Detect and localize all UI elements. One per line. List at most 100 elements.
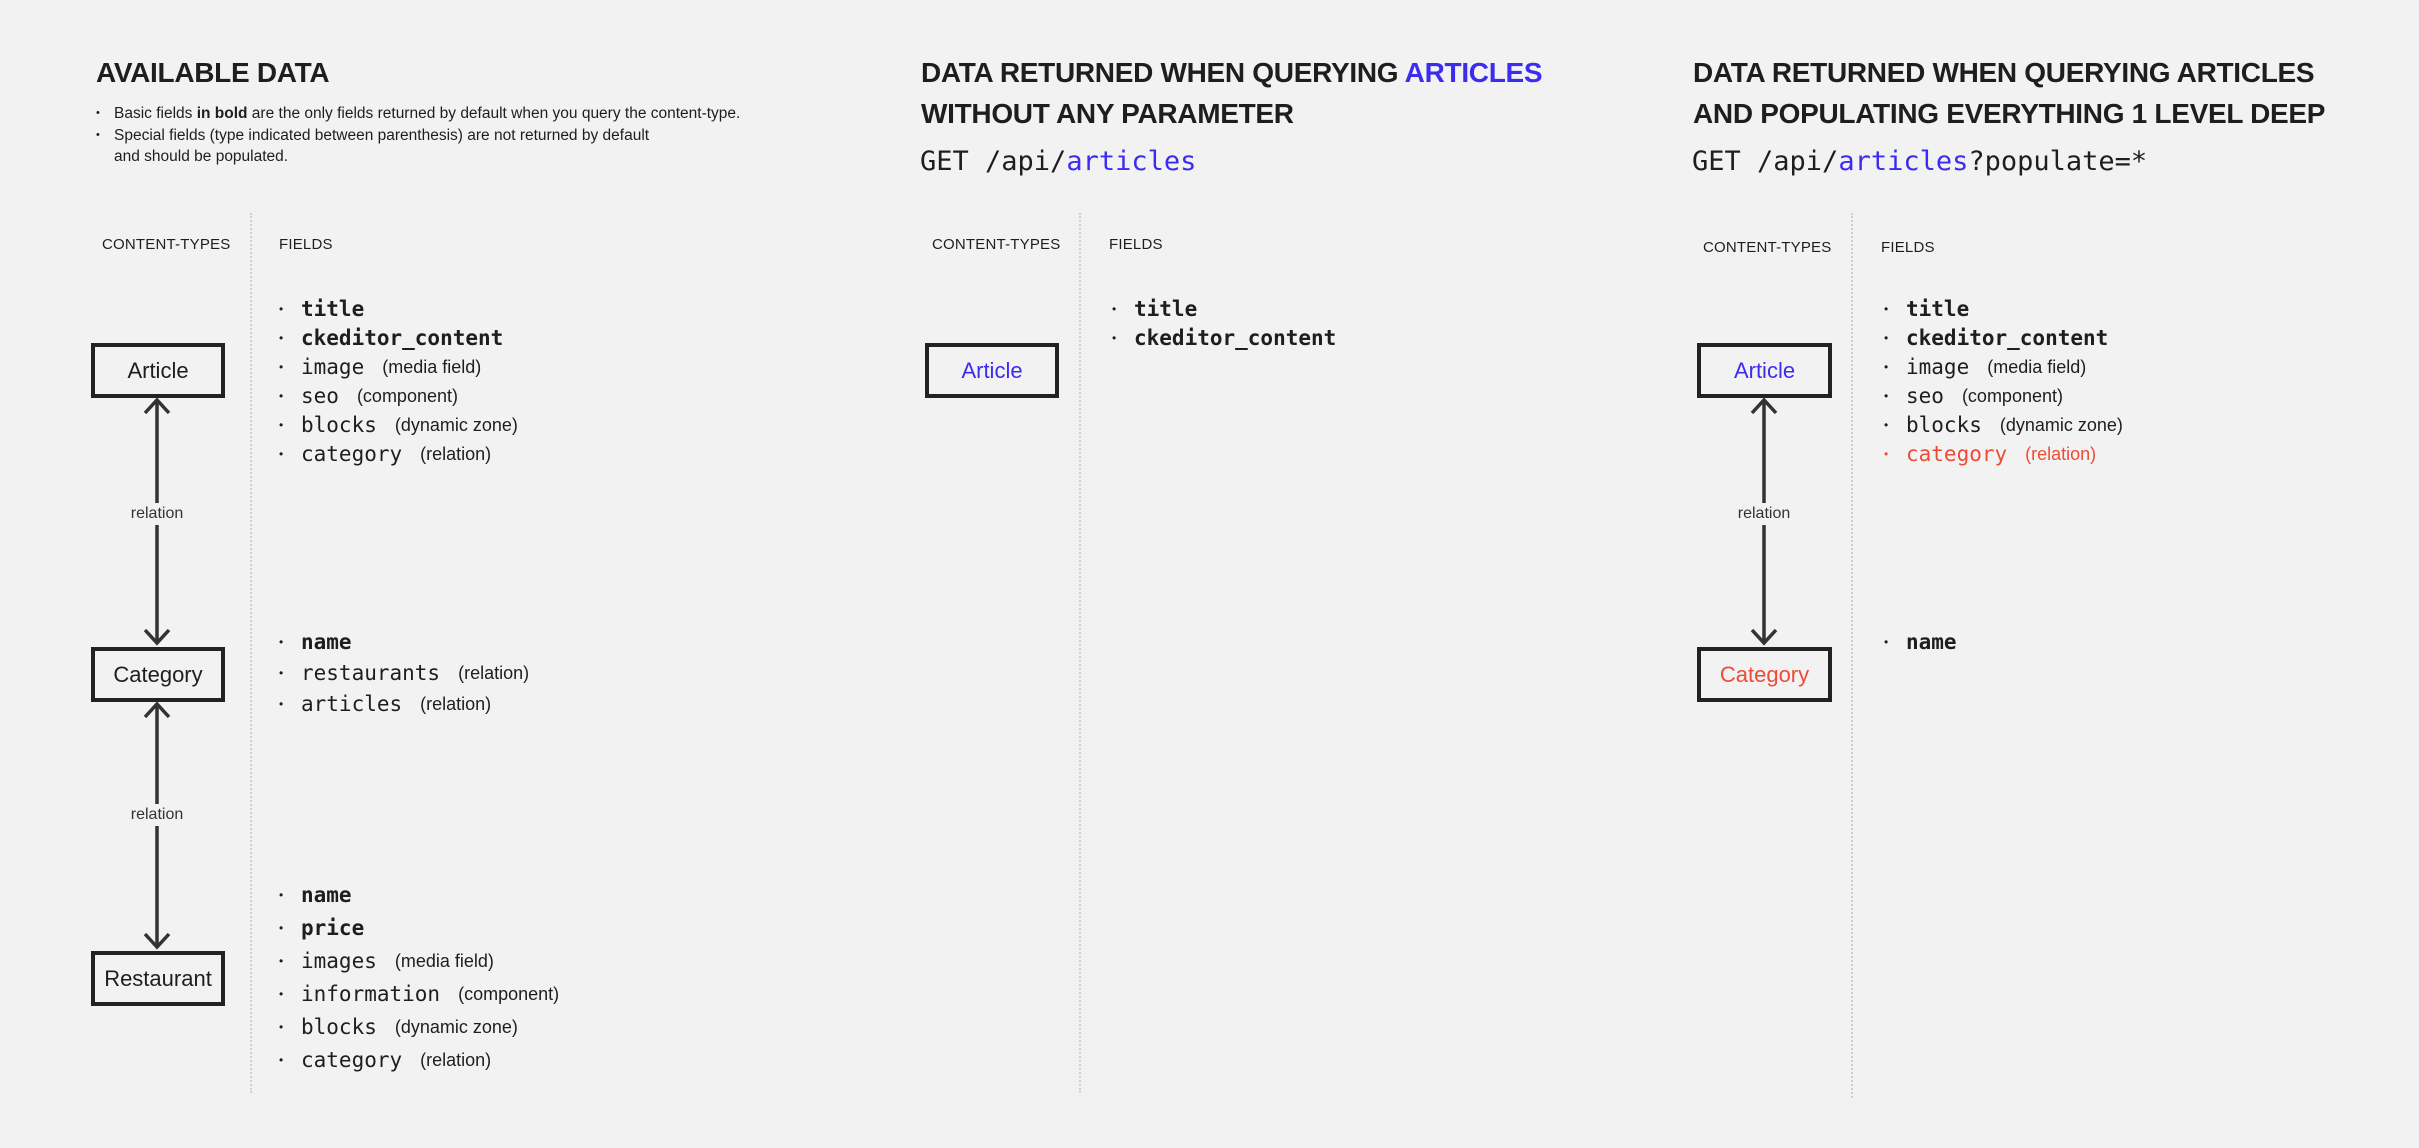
note-special-fields: Special fields (type indicated between p… [96, 125, 740, 168]
field-type: (component) [1961, 386, 2063, 406]
bullet-icon: • [279, 389, 284, 403]
title-text: DATA RETURNED WHEN QUERYING ARTICLES [1693, 57, 2315, 88]
query-populate-title: DATA RETURNED WHEN QUERYING ARTICLES AND… [1693, 52, 2325, 134]
relation-label: relation [130, 804, 184, 826]
field-type: (relation) [420, 1050, 492, 1070]
field-name: title [1906, 297, 1970, 321]
column-divider [250, 213, 252, 1093]
field-item: • articles (relation) [279, 689, 529, 720]
field-name: restaurants [301, 661, 441, 685]
field-item: • image (media field) [279, 353, 518, 382]
title-text: DATA RETURNED WHEN QUERYING [921, 57, 1405, 88]
field-item: • category (relation) [279, 1044, 559, 1077]
field-type: (dynamic zone) [394, 415, 518, 435]
note-text: Basic fields [114, 105, 197, 122]
content-type-category: Category [91, 647, 225, 702]
field-type: (relation) [420, 694, 492, 714]
field-name: title [301, 297, 365, 321]
field-name: category [301, 442, 403, 466]
column-divider [1079, 213, 1081, 1093]
field-name: category [301, 1048, 403, 1072]
field-name: information [301, 982, 441, 1006]
field-item: • ckeditor_content [1884, 324, 2123, 353]
field-item: • seo (component) [1884, 382, 2123, 411]
bullet-icon: • [279, 302, 284, 316]
title-text: AND POPULATING EVERYTHING 1 LEVEL DEEP [1693, 98, 2326, 129]
bullet-icon: • [1884, 635, 1889, 649]
field-item: • restaurants (relation) [279, 658, 529, 689]
title-text: WITHOUT ANY PARAMETER [921, 98, 1294, 129]
url-query: ?populate=* [1968, 146, 2148, 177]
field-item: • image (media field) [1884, 353, 2123, 382]
bullet-icon: • [279, 1020, 284, 1034]
legend-notes: Basic fields in bold are the only fields… [96, 103, 740, 168]
field-item: • blocks (dynamic zone) [1884, 411, 2123, 440]
field-type: (media field) [1987, 357, 2087, 377]
field-name: title [1134, 297, 1198, 321]
field-item: • images (media field) [279, 945, 559, 978]
field-name: name [1906, 630, 1957, 654]
field-item: • title [279, 295, 518, 324]
field-name: images [301, 949, 377, 973]
bullet-icon: • [1112, 302, 1117, 316]
field-name: ckeditor_content [301, 326, 504, 350]
category-fields: • name [1884, 627, 1957, 658]
field-item: • category (relation) [279, 440, 518, 469]
bullet-icon: • [279, 360, 284, 374]
field-name: price [301, 916, 365, 940]
field-type: (relation) [420, 444, 492, 464]
header-fields: FIELDS [1109, 236, 1163, 253]
header-content-types: CONTENT-TYPES [932, 236, 1061, 253]
bullet-icon: • [1884, 360, 1889, 374]
field-item: • name [279, 879, 559, 912]
field-item: • information (component) [279, 978, 559, 1011]
bullet-icon: • [279, 635, 284, 649]
field-item: • ckeditor_content [1112, 324, 1336, 353]
field-item: • seo (component) [279, 382, 518, 411]
field-item: • title [1884, 295, 2123, 324]
url-resource: articles [1066, 146, 1197, 177]
bullet-icon: • [1884, 302, 1889, 316]
restaurant-fields: • name • price • images (media field) • informat… [279, 879, 559, 1077]
category-fields: • name • restaurants (relation) • articles (rel… [279, 627, 529, 720]
note-text: Special fields (type indicated between p… [114, 126, 650, 144]
field-name: articles [301, 692, 403, 716]
bullet-icon: • [279, 1053, 284, 1067]
field-item: • name [279, 627, 529, 658]
url-resource: articles [1838, 146, 1969, 177]
relation-label: relation [1737, 503, 1791, 525]
bullet-icon: • [1884, 418, 1889, 432]
available-data-title: AVAILABLE DATA [96, 57, 330, 88]
field-name: blocks [301, 1015, 377, 1039]
field-name: seo [1906, 384, 1944, 408]
field-item: • blocks (dynamic zone) [279, 411, 518, 440]
field-name: blocks [1906, 413, 1982, 437]
bullet-icon: • [1884, 389, 1889, 403]
note-text: are the only fields returned by default … [247, 105, 741, 122]
url-prefix: GET /api/ [920, 146, 1067, 177]
relation-label: relation [130, 503, 184, 525]
content-type-restaurant: Restaurant [91, 951, 225, 1006]
field-type: (component) [356, 386, 458, 406]
header-fields: FIELDS [279, 236, 333, 253]
field-name: image [301, 355, 365, 379]
field-type: (component) [458, 984, 560, 1004]
bullet-icon: • [1112, 331, 1117, 345]
bullet-icon: • [279, 331, 284, 345]
bullet-icon: • [279, 447, 284, 461]
bullet-icon: • [279, 888, 284, 902]
field-name: blocks [301, 413, 377, 437]
content-type-article: Article [925, 343, 1059, 398]
content-type-article: Article [1697, 343, 1832, 398]
header-fields: FIELDS [1881, 239, 1935, 256]
bullet-icon: • [279, 418, 284, 432]
bullet-icon: • [279, 666, 284, 680]
field-type: (dynamic zone) [394, 1017, 518, 1037]
header-content-types: CONTENT-TYPES [102, 236, 231, 253]
bullet-icon: • [1884, 331, 1889, 345]
request-url: GET /api/articles [920, 146, 1196, 177]
article-fields: • title • ckeditor_content [1112, 295, 1336, 353]
field-type: (media field) [382, 357, 482, 377]
field-type: (media field) [394, 951, 494, 971]
bullet-icon: • [279, 954, 284, 968]
